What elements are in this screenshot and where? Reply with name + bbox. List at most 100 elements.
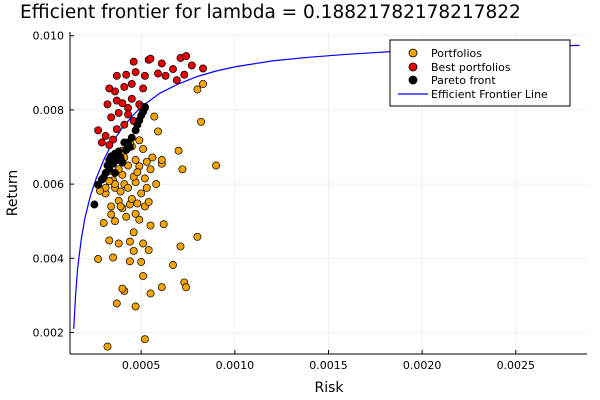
portfolios-point: [146, 165, 155, 174]
best-portfolios-point: [105, 84, 114, 93]
best-portfolios-point: [105, 141, 114, 150]
portfolios-point: [146, 289, 155, 298]
best-portfolios-point: [127, 79, 136, 88]
portfolios-point: [178, 165, 187, 174]
y-tick-label: 0.002: [33, 326, 65, 339]
portfolios-point: [137, 258, 146, 266]
best-portfolios-point: [107, 113, 116, 122]
x-ticks: 0.0005 0.0010 0.0015 0.0020 0.0025: [122, 350, 535, 372]
best-portfolios-point: [112, 125, 121, 134]
x-axis-label: Risk: [314, 380, 344, 396]
legend: Portfolios Best portfolios Pareto front …: [389, 39, 571, 107]
portfolios-point: [127, 194, 136, 203]
portfolios-point: [105, 236, 114, 245]
portfolios-point: [140, 174, 149, 183]
best-portfolios-point: [112, 71, 121, 80]
portfolios-point: [193, 232, 202, 241]
portfolios-point: [212, 161, 221, 170]
best-portfolios-point: [120, 120, 129, 129]
portfolios-point: [142, 183, 151, 192]
portfolios-point: [131, 302, 140, 311]
best-portfolios-point: [199, 64, 207, 73]
portfolios-point: [124, 183, 133, 192]
grid: [70, 32, 587, 354]
portfolios-point: [139, 239, 148, 248]
portfolios-point: [131, 156, 140, 164]
x-tick-label: 0.0015: [309, 359, 348, 372]
portfolios-point: [116, 202, 125, 211]
portfolios-point: [129, 246, 138, 255]
x-tick-label: 0.0010: [216, 359, 255, 372]
best-portfolios-point: [97, 138, 106, 147]
best-portfolios-point: [103, 100, 112, 109]
portfolios-point: [182, 283, 191, 292]
portfolios-point: [118, 284, 127, 293]
portfolios-point: [197, 117, 206, 126]
x-tick-label: 0.0005: [122, 359, 161, 372]
portfolios-point: [105, 177, 114, 186]
portfolios-point: [169, 261, 177, 269]
portfolios-point: [137, 189, 146, 198]
y-ticks: 0.002 0.004 0.006 0.008 0.010: [33, 30, 74, 339]
best-portfolios-point: [154, 69, 162, 78]
portfolios-point: [107, 202, 116, 211]
portfolios-point: [146, 221, 155, 230]
pareto-front-point: [133, 120, 142, 129]
best-portfolios-point: [122, 70, 131, 79]
pareto-front-point: [140, 102, 149, 111]
y-tick-label: 0.004: [33, 252, 65, 265]
best-portfolios-point: [101, 131, 110, 140]
portfolios-point: [112, 299, 121, 308]
best-portfolios-point: [140, 71, 149, 80]
legend-label-frontier-line: Efficient Frontier Line: [431, 88, 548, 101]
portfolios-point: [159, 220, 168, 229]
portfolios-point: [157, 283, 166, 292]
portfolios-point: [125, 257, 134, 266]
y-tick-label: 0.008: [33, 104, 65, 117]
legend-marker-pareto-front: [408, 75, 418, 85]
best-portfolios-point: [169, 65, 177, 74]
best-portfolios-point: [131, 68, 140, 77]
pareto-front-point: [105, 165, 114, 174]
portfolios-point: [140, 335, 149, 344]
portfolios-point: [157, 156, 166, 164]
best-portfolios-point: [187, 61, 196, 70]
portfolios-point: [94, 255, 103, 263]
portfolios-point: [152, 180, 161, 189]
best-portfolios-point: [124, 110, 133, 119]
legend-box: [389, 39, 571, 107]
portfolios-point: [131, 209, 140, 218]
best-portfolios-point: [120, 82, 129, 91]
legend-marker-portfolios: [408, 48, 418, 58]
best-portfolios-point: [157, 59, 166, 68]
portfolios-point: [118, 170, 127, 179]
best-portfolios-point: [139, 84, 148, 93]
portfolios-point: [148, 153, 157, 162]
pareto-front-point: [112, 156, 121, 164]
portfolios-point: [139, 272, 148, 281]
portfolios-point: [142, 157, 151, 166]
y-tick-label: 0.006: [33, 178, 65, 191]
portfolios-point: [114, 239, 123, 248]
portfolios-point: [99, 219, 108, 227]
legend-label-pareto-front: Pareto front: [431, 74, 496, 87]
best-portfolios-point: [118, 99, 127, 108]
portfolios-point: [116, 187, 125, 196]
portfolios-point: [107, 210, 116, 219]
portfolios-point: [135, 215, 144, 224]
best-portfolios-point: [109, 135, 118, 144]
x-tick-label: 0.0025: [497, 359, 536, 372]
best-portfolios-point: [114, 108, 123, 117]
portfolios-point: [144, 197, 153, 206]
y-tick-label: 0.010: [33, 30, 65, 43]
scatter-points: [90, 52, 221, 351]
pareto-front-point: [124, 138, 133, 147]
portfolios-point: [144, 246, 153, 255]
best-portfolios-point: [94, 126, 103, 135]
best-portfolios-point: [182, 52, 191, 61]
portfolios-point: [176, 242, 185, 251]
best-portfolios-point: [129, 57, 138, 66]
best-portfolios-point: [127, 94, 136, 103]
chart-title: Efficient frontier for lambda = 0.188217…: [20, 2, 521, 23]
